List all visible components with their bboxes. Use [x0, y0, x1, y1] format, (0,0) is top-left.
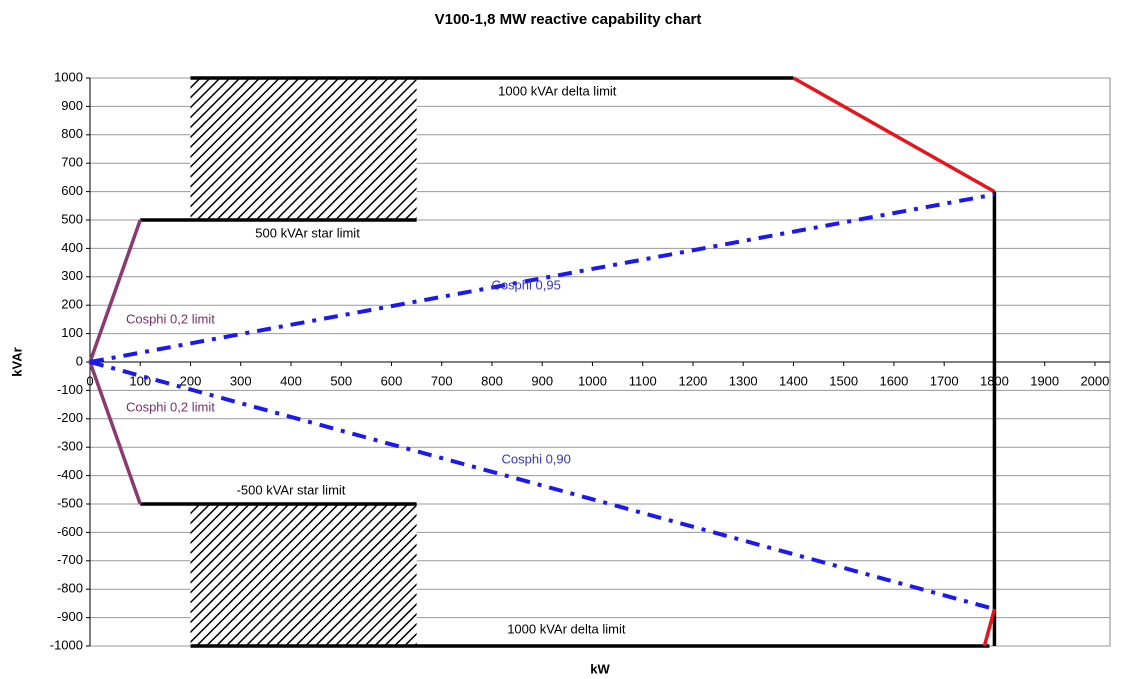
y-tick-label: -800	[57, 581, 83, 596]
chart-title: V100-1,8 MW reactive capability chart	[435, 11, 702, 28]
x-tick-label: 2000	[1080, 373, 1109, 388]
y-tick-label: -400	[57, 467, 83, 482]
x-tick-label: 300	[230, 373, 252, 388]
x-tick-label: 0	[86, 373, 93, 388]
annotation: 1000 kVAr delta limit	[507, 622, 626, 637]
y-tick-label: -600	[57, 524, 83, 539]
limit-line	[792, 76, 996, 194]
x-tick-label: 900	[531, 373, 553, 388]
y-tick-label: 1000	[54, 69, 83, 84]
annotation: 1000 kVAr delta limit	[498, 84, 617, 99]
y-tick-label: 300	[61, 268, 83, 283]
annotation: Cosphi 0,95	[491, 277, 560, 292]
y-tick-label: -500	[57, 495, 83, 510]
x-tick-label: 1900	[1030, 373, 1059, 388]
y-tick-label: -300	[57, 439, 83, 454]
x-tick-label: 800	[481, 373, 503, 388]
x-tick-label: 1400	[779, 373, 808, 388]
hatched-region	[190, 504, 417, 646]
x-axis-label: kW	[590, 661, 610, 676]
y-tick-label: -1000	[50, 637, 83, 652]
x-tick-label: 1200	[678, 373, 707, 388]
y-tick-label: -200	[57, 410, 83, 425]
x-tick-label: 400	[280, 373, 302, 388]
x-tick-label: 1100	[629, 373, 657, 388]
y-tick-label: 200	[61, 297, 83, 312]
y-tick-label: -100	[57, 382, 83, 397]
limit-line	[982, 608, 997, 647]
y-tick-label: 700	[61, 155, 83, 170]
x-tick-label: 1600	[879, 373, 908, 388]
annotation: Cosphi 0,2 limit	[126, 311, 215, 326]
y-tick-label: 500	[61, 211, 83, 226]
y-tick-label: 0	[76, 353, 83, 368]
x-tick-label: 1500	[829, 373, 858, 388]
x-tick-label: 1700	[930, 373, 959, 388]
hatched-region	[190, 78, 417, 220]
y-tick-label: 100	[61, 325, 83, 340]
y-tick-label: 400	[61, 240, 83, 255]
annotation: Cosphi 0,2 limit	[126, 399, 215, 414]
x-tick-label: 600	[381, 373, 403, 388]
y-tick-label: 900	[61, 98, 83, 113]
x-tick-label: 200	[180, 373, 202, 388]
y-tick-label: -700	[57, 552, 83, 567]
y-tick-label: 800	[61, 126, 83, 141]
annotation: Cosphi 0,90	[501, 451, 570, 466]
y-tick-label: -900	[57, 609, 83, 624]
annotation: -500 kVAr star limit	[237, 483, 346, 498]
y-tick-label: 600	[61, 183, 83, 198]
x-tick-label: 500	[330, 373, 352, 388]
x-tick-label: 700	[431, 373, 453, 388]
annotation: 500 kVAr star limit	[255, 226, 360, 241]
x-tick-label: 1300	[729, 373, 758, 388]
y-axis-label: kVAr	[9, 347, 24, 376]
x-tick-label: 1000	[578, 373, 607, 388]
